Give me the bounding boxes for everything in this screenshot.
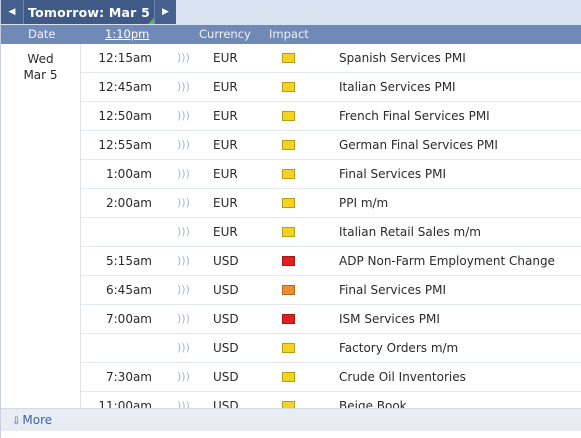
table-header: Date 1:10pm Currency Impact <box>1 25 581 44</box>
event-currency: USD <box>213 283 239 297</box>
event-name[interactable]: Final Services PMI <box>339 167 447 181</box>
event-currency: EUR <box>213 109 238 123</box>
event-name[interactable]: ADP Non-Farm Employment Change <box>339 254 555 268</box>
event-name[interactable]: German Final Services PMI <box>339 138 498 152</box>
impact-folder-icon <box>282 227 295 237</box>
event-time: 12:15am <box>98 51 152 65</box>
event-time: 12:45am <box>98 80 152 94</box>
event-row[interactable]: ))) EUR Italian Retail Sales m/m <box>1 218 581 247</box>
event-currency: USD <box>213 370 239 384</box>
sound-alert-icon[interactable]: ))) <box>177 283 190 296</box>
impact-folder-icon <box>282 314 295 324</box>
event-row[interactable]: 6:45am))) USD Final Services PMI <box>1 276 581 305</box>
impact-folder-icon <box>282 53 295 63</box>
sound-alert-icon[interactable]: ))) <box>177 80 190 93</box>
impact-folder-icon <box>282 343 295 353</box>
event-currency: EUR <box>213 138 238 152</box>
event-time: 7:00am <box>106 312 152 326</box>
event-time: 5:15am <box>106 254 152 268</box>
event-row[interactable]: 12:45am))) EUR Italian Services PMI <box>1 73 581 102</box>
header-currency: Currency <box>199 27 251 41</box>
event-currency: USD <box>213 312 239 326</box>
header-impact: Impact <box>269 27 309 41</box>
event-time: 7:30am <box>106 370 152 384</box>
impact-folder-icon <box>282 285 295 295</box>
sound-alert-icon[interactable]: ))) <box>177 51 190 64</box>
day-date: Mar 5 <box>23 68 58 82</box>
header-date: Date <box>28 27 56 41</box>
event-currency: EUR <box>213 51 238 65</box>
impact-folder-icon <box>282 140 295 150</box>
header-current-time-link[interactable]: 1:10pm <box>105 27 150 41</box>
impact-folder-icon <box>282 256 295 266</box>
impact-folder-icon <box>282 111 295 121</box>
sound-alert-icon[interactable]: ))) <box>177 109 190 122</box>
event-name[interactable]: Crude Oil Inventories <box>339 370 466 384</box>
chevron-left-icon: ◀ <box>8 7 16 17</box>
event-name[interactable]: Italian Retail Sales m/m <box>339 225 481 239</box>
event-currency: USD <box>213 254 239 268</box>
sound-alert-icon[interactable]: ))) <box>177 196 190 209</box>
event-row[interactable]: 7:00am))) USD ISM Services PMI <box>1 305 581 334</box>
sound-alert-icon[interactable]: ))) <box>177 225 190 238</box>
more-label: More <box>22 413 53 427</box>
event-row[interactable]: 12:15am))) EUR Spanish Services PMI <box>1 44 581 73</box>
event-row[interactable]: 1:00am))) EUR Final Services PMI <box>1 160 581 189</box>
event-name[interactable]: Final Services PMI <box>339 283 447 297</box>
date-tab-label: Tomorrow: Mar 5 <box>28 4 150 20</box>
down-arrow-icon: ⇩ <box>12 416 21 427</box>
sound-alert-icon[interactable]: ))) <box>177 167 190 180</box>
more-link[interactable]: ⇩ More <box>12 413 52 427</box>
event-currency: USD <box>213 341 239 355</box>
sound-alert-icon[interactable]: ))) <box>177 370 190 383</box>
event-name[interactable]: Factory Orders m/m <box>339 341 459 355</box>
event-list: 12:15am))) EUR Spanish Services PMI 12:45am… <box>1 44 581 421</box>
event-row[interactable]: 5:15am))) USD ADP Non-Farm Employment Chan… <box>1 247 581 276</box>
active-corner-icon <box>148 18 154 24</box>
sound-alert-icon[interactable]: ))) <box>177 341 190 354</box>
event-row[interactable]: 12:55am))) EUR German Final Services PMI <box>1 131 581 160</box>
event-row[interactable]: 7:30am))) USD Crude Oil Inventories <box>1 363 581 392</box>
table-footer: ⇩ More <box>1 408 581 431</box>
event-time: 2:00am <box>106 196 152 210</box>
bottom-edge <box>1 431 581 438</box>
event-time: 12:55am <box>98 138 152 152</box>
sound-alert-icon[interactable]: ))) <box>177 254 190 267</box>
day-date-cell: Wed Mar 5 <box>1 44 81 408</box>
impact-folder-icon <box>282 82 295 92</box>
next-day-button[interactable]: ▶ <box>154 0 176 24</box>
sound-alert-icon[interactable]: ))) <box>177 138 190 151</box>
impact-folder-icon <box>282 198 295 208</box>
event-time: 6:45am <box>106 283 152 297</box>
impact-folder-icon <box>282 169 295 179</box>
sound-alert-icon[interactable]: ))) <box>177 312 190 325</box>
day-weekday: Wed <box>27 52 54 66</box>
event-currency: EUR <box>213 196 238 210</box>
date-nav-bar: ◀ Tomorrow: Mar 5 ▶ <box>1 0 581 25</box>
event-row[interactable]: 12:50am))) EUR French Final Services PMI <box>1 102 581 131</box>
event-currency: EUR <box>213 167 238 181</box>
prev-day-button[interactable]: ◀ <box>1 0 24 24</box>
event-currency: EUR <box>213 80 238 94</box>
event-row[interactable]: 2:00am))) EUR PPI m/m <box>1 189 581 218</box>
impact-folder-icon <box>282 372 295 382</box>
event-name[interactable]: Italian Services PMI <box>339 80 456 94</box>
event-time: 1:00am <box>106 167 152 181</box>
chevron-right-icon: ▶ <box>162 7 169 17</box>
current-date-tab[interactable]: Tomorrow: Mar 5 <box>24 0 154 24</box>
event-time: 12:50am <box>98 109 152 123</box>
event-row[interactable]: ))) USD Factory Orders m/m <box>1 334 581 363</box>
event-currency: EUR <box>213 225 238 239</box>
event-name[interactable]: ISM Services PMI <box>339 312 440 326</box>
event-name[interactable]: French Final Services PMI <box>339 109 490 123</box>
event-name[interactable]: PPI m/m <box>339 196 389 210</box>
event-name[interactable]: Spanish Services PMI <box>339 51 466 65</box>
